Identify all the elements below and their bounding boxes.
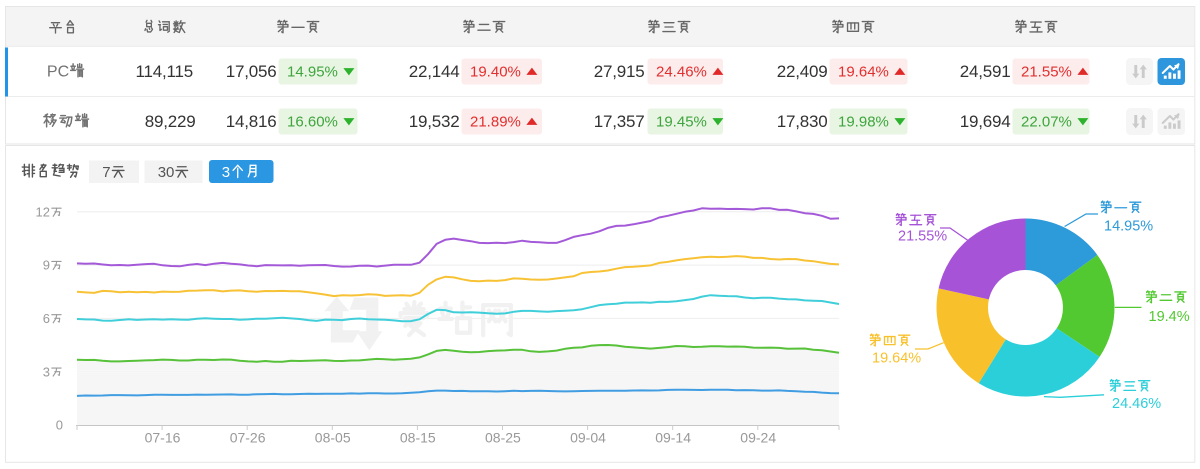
svg-text:3: 3 bbox=[222, 164, 230, 181]
svg-text:30: 30 bbox=[158, 164, 175, 181]
svg-text:14.95%: 14.95% bbox=[287, 63, 338, 80]
svg-text:19.64%: 19.64% bbox=[838, 63, 889, 80]
svg-text:24,591: 24,591 bbox=[960, 62, 1011, 81]
svg-text:24.46%: 24.46% bbox=[656, 63, 707, 80]
svg-text:21.55%: 21.55% bbox=[898, 229, 947, 245]
svg-text:9: 9 bbox=[43, 258, 50, 273]
svg-text:19.64%: 19.64% bbox=[872, 351, 921, 367]
svg-text:27,915: 27,915 bbox=[594, 62, 645, 81]
svg-text:3: 3 bbox=[43, 364, 50, 379]
svg-text:22.07%: 22.07% bbox=[1021, 113, 1072, 130]
svg-text:21.89%: 21.89% bbox=[470, 113, 521, 130]
svg-text:17,056: 17,056 bbox=[226, 62, 277, 81]
svg-text:19.98%: 19.98% bbox=[838, 113, 889, 130]
svg-text:09-04: 09-04 bbox=[570, 430, 606, 446]
svg-text:17,357: 17,357 bbox=[594, 112, 645, 131]
svg-text:21.55%: 21.55% bbox=[1021, 63, 1072, 80]
svg-text:7: 7 bbox=[102, 164, 110, 181]
svg-text:08-05: 08-05 bbox=[315, 430, 351, 446]
svg-text:PC: PC bbox=[47, 64, 69, 81]
svg-text:08-15: 08-15 bbox=[400, 430, 436, 446]
svg-text:0: 0 bbox=[56, 418, 63, 433]
svg-text:14,816: 14,816 bbox=[226, 112, 277, 131]
svg-text:07-16: 07-16 bbox=[145, 430, 181, 446]
svg-text:07-26: 07-26 bbox=[230, 430, 266, 446]
svg-text:19.45%: 19.45% bbox=[656, 113, 707, 130]
svg-text:89,229: 89,229 bbox=[145, 112, 196, 131]
svg-text:09-24: 09-24 bbox=[740, 430, 776, 446]
svg-text:09-14: 09-14 bbox=[655, 430, 691, 446]
svg-text:6: 6 bbox=[43, 311, 50, 326]
svg-text:19,532: 19,532 bbox=[409, 112, 460, 131]
svg-text:16.60%: 16.60% bbox=[287, 113, 338, 130]
svg-text:24.46%: 24.46% bbox=[1112, 396, 1161, 412]
svg-text:19,694: 19,694 bbox=[960, 112, 1011, 131]
svg-text:19.40%: 19.40% bbox=[470, 63, 521, 80]
svg-text:22,409: 22,409 bbox=[777, 62, 828, 81]
svg-text:08-25: 08-25 bbox=[485, 430, 521, 446]
svg-text:114,115: 114,115 bbox=[136, 62, 194, 81]
svg-text:12: 12 bbox=[36, 204, 50, 219]
svg-text:14.95%: 14.95% bbox=[1104, 218, 1153, 234]
svg-text:19.4%: 19.4% bbox=[1149, 309, 1190, 325]
svg-text:17,830: 17,830 bbox=[777, 112, 828, 131]
svg-text:22,144: 22,144 bbox=[409, 62, 460, 81]
